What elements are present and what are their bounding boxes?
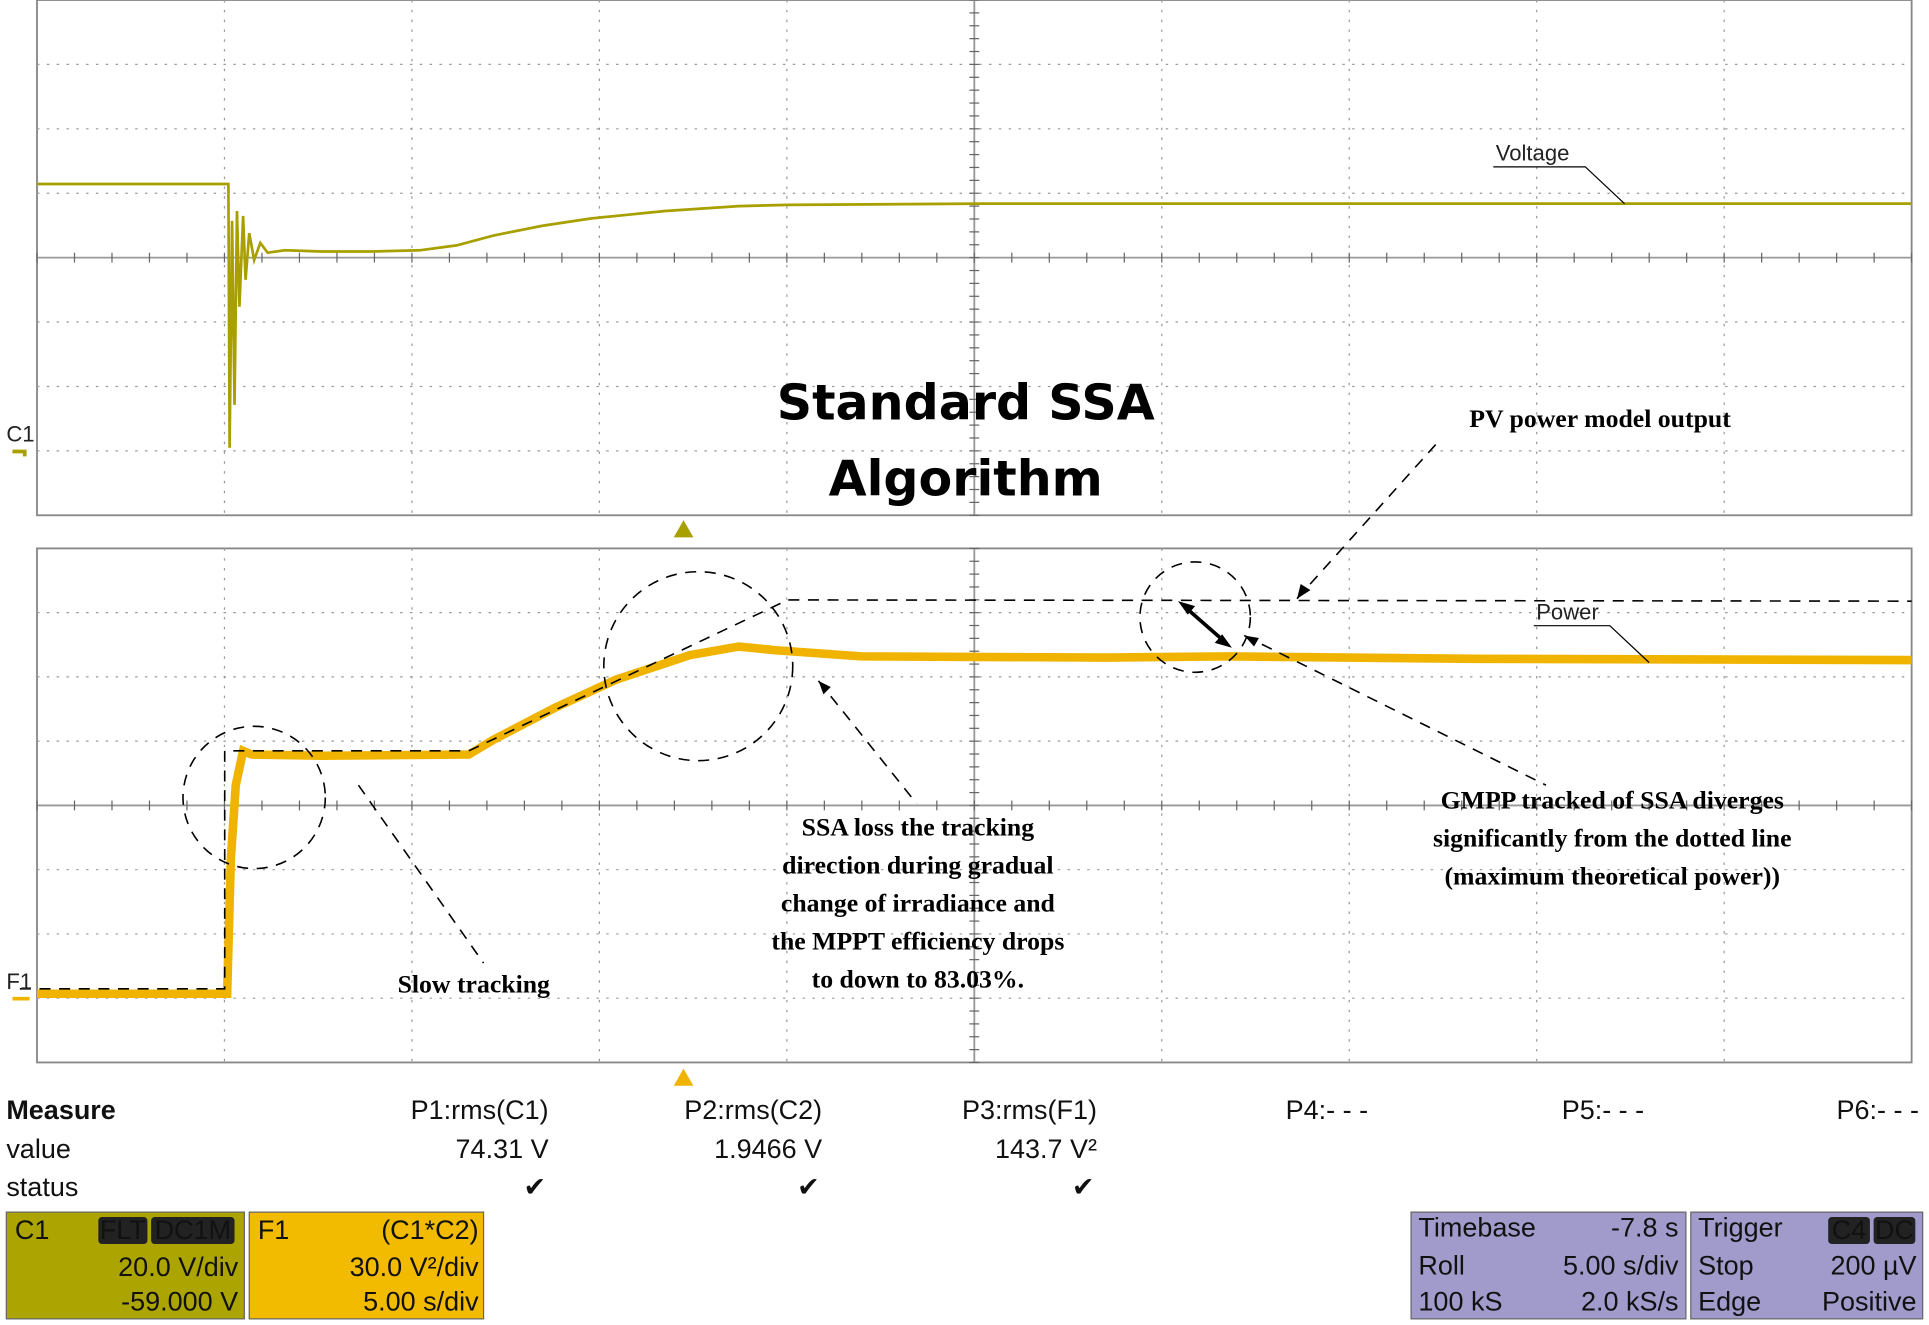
box-text: (C1*C2) bbox=[381, 1215, 478, 1245]
pv-model-note: PV power model output bbox=[1469, 404, 1731, 433]
c1-marker bbox=[12, 449, 27, 457]
model-output-line bbox=[19, 599, 1912, 990]
tag-badge bbox=[151, 1217, 235, 1245]
measure-header: status bbox=[6, 1172, 78, 1202]
box-text: C1 bbox=[15, 1215, 50, 1245]
c1-marker-label: C1 bbox=[6, 422, 34, 447]
box-text: 20.0 V/div bbox=[118, 1252, 239, 1282]
box-text: F1 bbox=[258, 1215, 290, 1245]
timebase-box bbox=[1410, 1211, 1687, 1320]
measure-table: Measure value status P1:rms(C1) 74.31 V ✔ P2:r… bbox=[6, 1095, 1919, 1202]
note-line: the MPPT efficiency drops bbox=[771, 927, 1064, 956]
callout-circle bbox=[1139, 561, 1252, 674]
title-line-2: Algorithm bbox=[829, 450, 1103, 508]
power-trace bbox=[36, 642, 1912, 999]
measure-param: P3:rms(F1) bbox=[962, 1095, 1097, 1125]
title-line-1: Standard SSA bbox=[777, 374, 1155, 432]
measure-value: 143.7 V² bbox=[995, 1134, 1097, 1164]
power-label: Power bbox=[1536, 600, 1599, 625]
measure-value: 74.31 V bbox=[456, 1134, 549, 1164]
measure-header: Measure bbox=[6, 1095, 116, 1125]
box-text: Roll bbox=[1418, 1251, 1465, 1281]
arrow-head bbox=[1244, 635, 1259, 647]
box-text: -59.000 V bbox=[121, 1286, 238, 1316]
tag-badge bbox=[98, 1217, 148, 1245]
note-line: (maximum theoretical power)) bbox=[1444, 862, 1780, 891]
arrow-head bbox=[818, 680, 831, 695]
arrow-head bbox=[1296, 583, 1311, 599]
trigger-marker-top bbox=[673, 520, 694, 538]
note-line: GMPP tracked of SSA diverges bbox=[1441, 785, 1784, 814]
box-text: 5.00 s/div bbox=[363, 1286, 479, 1316]
note-line: significantly from the dotted line bbox=[1433, 824, 1792, 853]
box-text: 2.0 kS/s bbox=[1581, 1286, 1679, 1316]
box-text: Stop bbox=[1698, 1251, 1754, 1281]
box-text: 30.0 V²/div bbox=[350, 1252, 480, 1282]
box-text: Edge bbox=[1698, 1286, 1761, 1316]
trigger-marker-bottom bbox=[673, 1068, 694, 1086]
box-text: Positive bbox=[1822, 1286, 1916, 1316]
measure-status: ✔ bbox=[524, 1172, 547, 1202]
voltage-leader bbox=[1493, 166, 1625, 205]
power-leader bbox=[1533, 625, 1650, 663]
measure-status: ✔ bbox=[1072, 1172, 1095, 1202]
measure-param: P4:- - - bbox=[1286, 1095, 1368, 1125]
tag-text: FLT bbox=[100, 1215, 146, 1245]
voltage-trace bbox=[36, 182, 1912, 448]
box-text: -7.8 s bbox=[1611, 1213, 1679, 1243]
gmpp-note: GMPP tracked of SSA diverges significant… bbox=[1433, 785, 1792, 890]
leader-line bbox=[1243, 634, 1547, 786]
slow-tracking-note: Slow tracking bbox=[398, 970, 550, 999]
measure-param: P6:- - - bbox=[1837, 1095, 1919, 1125]
leader-line bbox=[817, 680, 918, 805]
measure-param: P1:rms(C1) bbox=[411, 1095, 549, 1125]
measure-param: P2:rms(C2) bbox=[684, 1095, 822, 1125]
callout-circle bbox=[603, 570, 794, 762]
ssa-loss-note: SSA loss the tracking direction during g… bbox=[771, 812, 1064, 993]
measure-header: value bbox=[6, 1134, 71, 1164]
box-text: Timebase bbox=[1418, 1213, 1535, 1243]
tag-badge bbox=[1828, 1217, 1870, 1245]
leader-line bbox=[357, 784, 485, 964]
note-line: SSA loss the tracking bbox=[802, 812, 1035, 841]
tag-text: DC1M bbox=[155, 1215, 231, 1245]
measure-status: ✔ bbox=[797, 1172, 820, 1202]
note-line: direction during gradual bbox=[782, 851, 1053, 880]
box-text: Trigger bbox=[1698, 1213, 1782, 1243]
leader-line bbox=[1296, 438, 1442, 600]
tag-text: DC bbox=[1875, 1215, 1914, 1245]
tag-badge bbox=[1873, 1217, 1916, 1245]
measure-value: 1.9466 V bbox=[714, 1134, 822, 1164]
f1-marker-label: F1 bbox=[6, 969, 32, 994]
box-text: 5.00 s/div bbox=[1563, 1251, 1679, 1281]
measure-param: P5:- - - bbox=[1562, 1095, 1644, 1125]
callout-circle bbox=[182, 725, 327, 870]
note-line: to down to 83.03%. bbox=[812, 965, 1024, 994]
voltage-label: Voltage bbox=[1496, 141, 1570, 166]
gap-arrow bbox=[1177, 601, 1232, 648]
note-line: change of irradiance and bbox=[781, 889, 1056, 918]
f1-box bbox=[248, 1211, 485, 1320]
box-text: 200 µV bbox=[1830, 1251, 1916, 1281]
box-text: 100 kS bbox=[1418, 1286, 1502, 1316]
grids bbox=[36, 0, 1913, 1064]
status-boxes: C1 FLT DC1M 20.0 V/div -59.000 V F1 (C1*C2) 30.… bbox=[5, 1211, 1924, 1320]
tag-text: C4 bbox=[1832, 1215, 1866, 1245]
